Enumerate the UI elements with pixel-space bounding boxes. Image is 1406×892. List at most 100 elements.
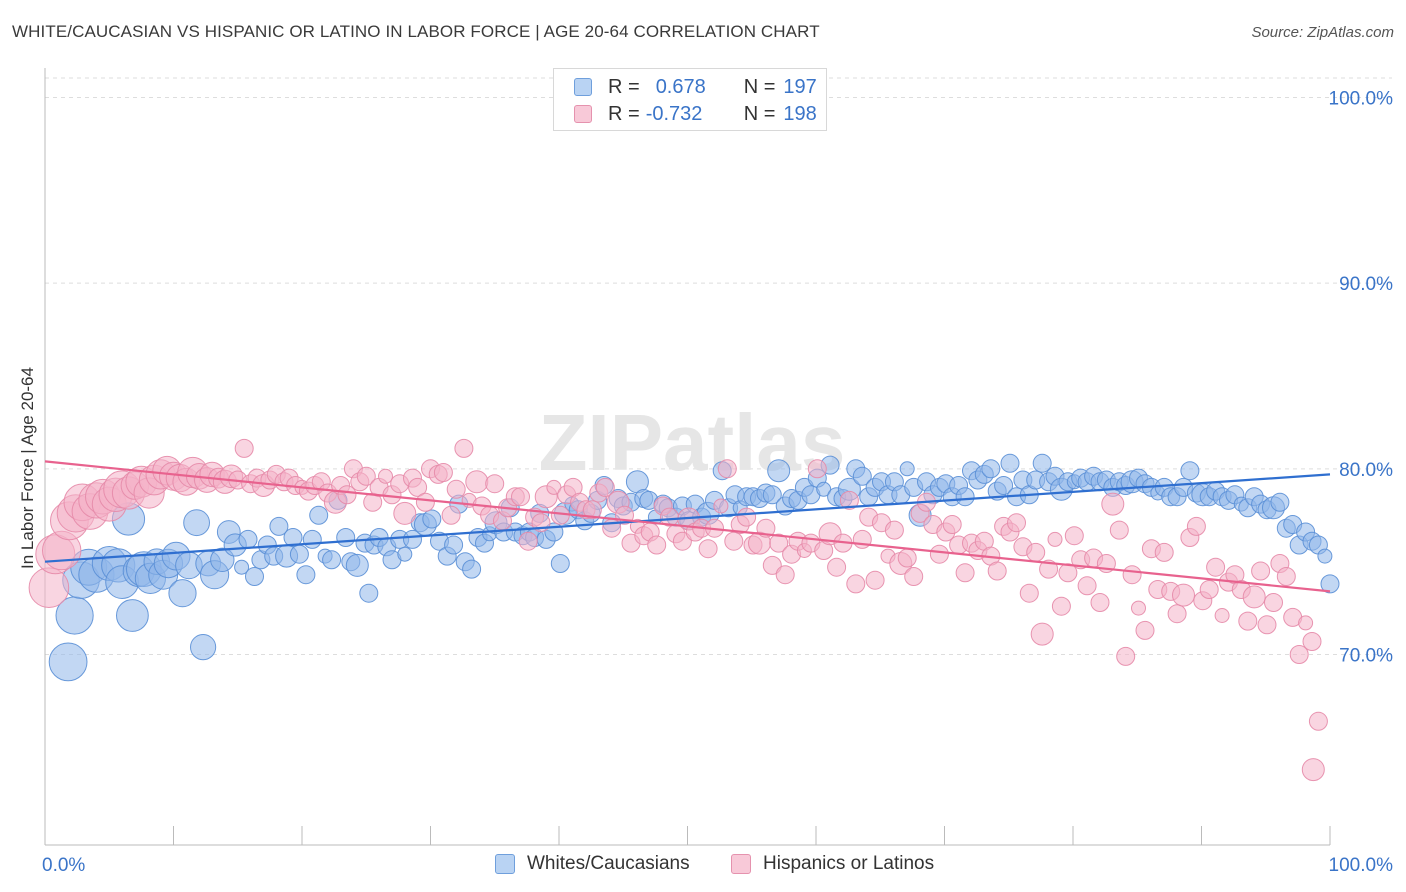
data-point-whites [403, 529, 422, 549]
swatch-hispanics [574, 105, 592, 123]
data-point-hispanics [465, 470, 489, 494]
data-point-hispanics [550, 505, 570, 525]
data-point-hispanics [1154, 542, 1174, 562]
data-point-hispanics [724, 531, 744, 551]
data-point-hispanics [1172, 583, 1195, 607]
data-point-hispanics [1242, 585, 1266, 609]
data-point-whites [994, 476, 1014, 495]
data-point-hispanics [839, 490, 859, 510]
data-point-hispanics [408, 477, 428, 497]
data-point-whites [269, 516, 289, 536]
r-value: 0.678 [655, 75, 706, 98]
data-point-whites [1180, 461, 1200, 481]
data-point-hispanics [378, 468, 393, 484]
stats-row-hispanics: R = -0.732 N = 198 [574, 102, 817, 126]
trend-line-whites [44, 473, 1331, 563]
r-label: R = [608, 102, 640, 125]
data-point-hispanics [1039, 559, 1059, 579]
data-point-whites [397, 546, 413, 562]
legend-swatch-hispanics [731, 854, 751, 874]
data-point-hispanics [1186, 516, 1206, 536]
data-point-hispanics [1064, 526, 1084, 546]
data-point-whites [309, 505, 329, 525]
data-point-hispanics [415, 492, 435, 512]
data-point-whites [762, 485, 782, 505]
data-point-hispanics [1251, 561, 1271, 581]
n-label: N = [743, 102, 776, 125]
data-point-hispanics [737, 507, 757, 527]
legend-swatch-whites [495, 854, 515, 874]
data-point-hispanics [1214, 608, 1230, 623]
data-point-hispanics [775, 565, 795, 585]
data-point-whites [322, 550, 342, 570]
data-point-hispanics [1131, 600, 1146, 616]
data-point-hispanics [28, 567, 70, 609]
data-point-hispanics [672, 531, 692, 551]
legend-item-hispanics[interactable]: Hispanics or Latinos [731, 853, 934, 875]
data-point-whites [115, 599, 149, 632]
data-point-whites [767, 459, 791, 483]
data-point-hispanics [762, 555, 782, 575]
data-point-whites [245, 567, 264, 586]
data-point-hispanics [595, 477, 615, 497]
data-point-whites [283, 528, 303, 547]
stats-row-whites: R = 0.678 N = 197 [574, 75, 817, 99]
data-point-hispanics [393, 501, 417, 525]
data-point-hispanics [929, 544, 949, 564]
data-point-hispanics [1199, 580, 1219, 599]
data-point-hispanics [356, 466, 376, 486]
y-tick-label: 100.0% [1329, 89, 1394, 110]
series-hispanics-points [28, 438, 1328, 782]
data-point-hispanics [717, 459, 737, 479]
series-legend: Whites/Caucasians Hispanics or Latinos [0, 851, 1406, 877]
data-point-whites [422, 509, 442, 529]
data-point-hispanics [1077, 576, 1097, 596]
data-point-hispanics [337, 485, 357, 505]
data-point-whites [899, 461, 915, 477]
data-point-hispanics [807, 459, 827, 479]
n-value: 198 [783, 102, 817, 125]
legend-label-whites: Whites/Caucasians [527, 853, 690, 874]
data-point-hispanics [1238, 611, 1258, 631]
data-point-whites [1320, 574, 1340, 594]
data-point-whites [550, 554, 570, 573]
data-point-hispanics [1047, 531, 1063, 547]
data-point-hispanics [955, 563, 975, 583]
data-point-hispanics [1302, 632, 1322, 651]
n-value: 197 [783, 75, 817, 98]
data-point-whites [981, 459, 1001, 479]
data-point-hispanics [511, 487, 530, 507]
data-point-whites [462, 559, 482, 579]
data-point-hispanics [485, 474, 505, 494]
data-point-whites [345, 553, 369, 577]
data-point-hispanics [1007, 513, 1026, 533]
data-point-whites [336, 528, 356, 547]
data-point-whites [1032, 453, 1052, 473]
legend-item-whites[interactable]: Whites/Caucasians [495, 853, 690, 875]
source-credit: Source: ZipAtlas.com [1251, 24, 1394, 41]
y-axis-label-text: In Labor Force | Age 20-64 [18, 367, 37, 569]
tick-labels: 70.0% 80.0% 90.0% 100.0% 0.0% 100.0% [42, 89, 1393, 877]
data-point-hispanics [1289, 645, 1309, 664]
data-point-hispanics [454, 438, 474, 458]
data-point-whites [238, 529, 258, 549]
data-point-hispanics [1101, 492, 1125, 516]
n-label: N = [743, 75, 776, 98]
data-point-hispanics [647, 535, 667, 555]
data-point-whites [852, 466, 872, 486]
data-point-hispanics [756, 518, 776, 538]
data-point-hispanics [769, 533, 789, 553]
trend-lines [44, 460, 1331, 593]
data-point-whites [1317, 548, 1333, 564]
data-point-whites [1270, 492, 1290, 512]
r-value: -0.732 [645, 102, 703, 125]
data-point-hispanics [1026, 542, 1046, 562]
data-point-hispanics [1301, 758, 1325, 782]
data-point-hispanics [1308, 711, 1328, 731]
data-point-hispanics [1276, 567, 1296, 586]
data-point-whites [48, 642, 88, 682]
data-point-hispanics [234, 438, 254, 458]
data-point-whites [955, 487, 975, 507]
data-point-whites [183, 509, 211, 537]
